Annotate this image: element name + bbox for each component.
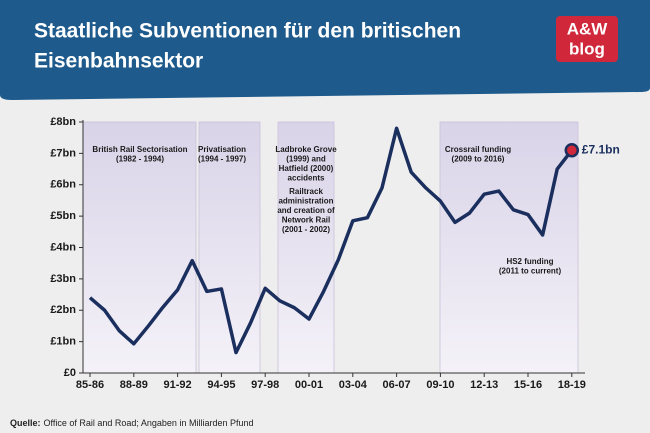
header-band (0, 0, 650, 100)
annotation: British Rail Sectorisation (92, 145, 187, 154)
x-tick-label: 03-04 (339, 379, 368, 391)
data-line (88, 126, 574, 355)
x-tick-label: 00-01 (295, 379, 323, 391)
y-tick-label: £2bn (50, 304, 76, 316)
period-region (439, 121, 579, 374)
annotation: (1994 - 1997) (198, 155, 246, 164)
annotation: Railtrack (289, 187, 323, 196)
y-tick-label: £0 (64, 367, 76, 379)
x-tick-label: 09-10 (426, 379, 454, 391)
x-tick-label: 91-92 (164, 379, 192, 391)
end-marker (564, 142, 580, 158)
y-tick-label: £6bn (50, 179, 76, 191)
annotation: Network Rail (282, 216, 330, 225)
logo-box (556, 16, 618, 62)
source: Quelle: Office of Rail and Road; Angaben … (10, 418, 253, 428)
chart-title: Eisenbahnsektor (34, 50, 203, 73)
annotation: (1999) and (286, 155, 326, 164)
x-tick-label: 15-16 (514, 379, 542, 391)
annotation: accidents (288, 174, 325, 183)
period-region (82, 121, 197, 374)
x-tick-label: 94-95 (207, 379, 235, 391)
annotation: (2011 to current) (499, 267, 562, 276)
y-tick-label: £8bn (50, 116, 76, 128)
annotation: HS2 funding (506, 257, 553, 266)
x-tick-label: 06-07 (383, 379, 411, 391)
y-tick-label: £5bn (50, 210, 76, 222)
y-tick-label: £1bn (50, 336, 76, 348)
x-tick-label: 12-13 (470, 379, 498, 391)
value-label: £7.1bn (582, 142, 620, 156)
y-tick-label: £4bn (50, 241, 76, 253)
x-tick-label: 18-19 (558, 379, 586, 391)
annotation: (1982 - 1994) (116, 155, 164, 164)
annotation: (2009 to 2016) (452, 155, 505, 164)
y-tick-label: £7bn (50, 147, 76, 159)
annotation: Privatisation (198, 145, 246, 154)
x-tick-label: 88-89 (120, 379, 148, 391)
period-region (277, 121, 335, 374)
y-tick-label: £3bn (50, 273, 76, 285)
logo-text: A&W (567, 19, 609, 38)
annotation: administration (278, 197, 333, 206)
annotation: (2001 - 2002) (282, 225, 330, 234)
x-tick-label: 97-98 (251, 379, 279, 391)
logo-text: blog (569, 39, 605, 58)
source-text: Office of Rail and Road; Angaben in Mill… (44, 418, 254, 428)
annotation: and creation of (277, 206, 335, 215)
x-tick-label: 85-86 (76, 379, 104, 391)
annotation: Hatfield (2000) (279, 164, 334, 173)
annotation: Ladbroke Grove (275, 145, 337, 154)
annotation: Crossrail funding (445, 145, 511, 154)
source-label: Quelle: (10, 418, 41, 428)
chart-title: Staatliche Subventionen für den britisch… (34, 20, 461, 43)
